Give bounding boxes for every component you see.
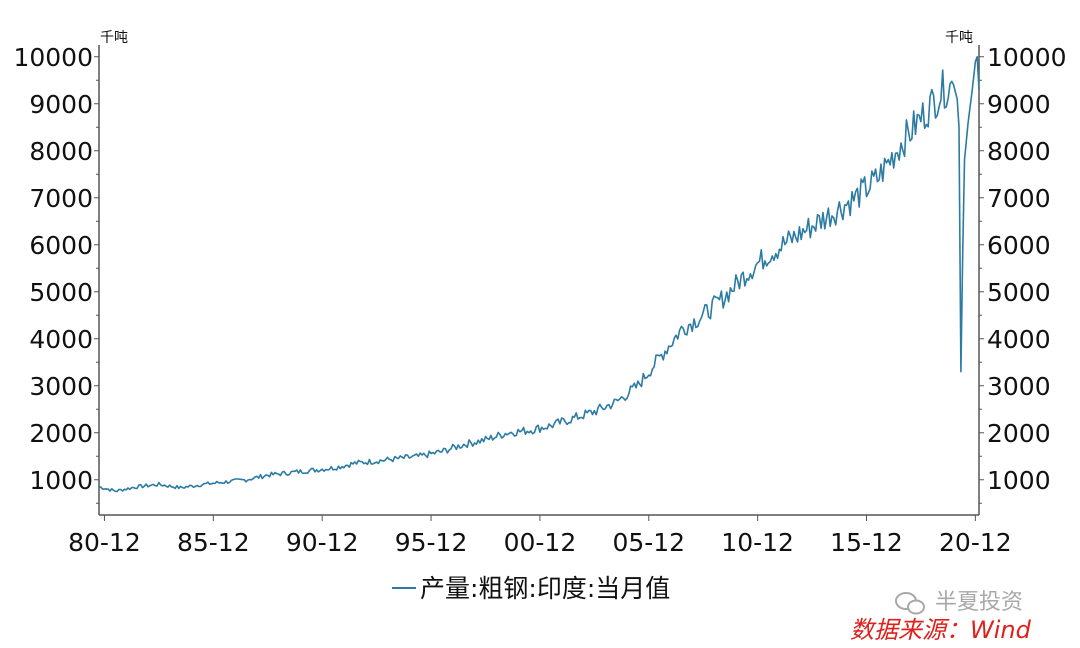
y-tick-label: 4000 bbox=[987, 325, 1051, 354]
y-tick-label: 6000 bbox=[987, 231, 1051, 260]
y-tick-label: 5000 bbox=[987, 278, 1051, 307]
x-tick-label: 90-12 bbox=[286, 528, 359, 557]
series-layer bbox=[99, 57, 979, 492]
y-tick-label: 7000 bbox=[29, 184, 93, 213]
watermark: 半夏投资 bbox=[896, 590, 1023, 615]
x-tick-label: 80-12 bbox=[68, 528, 141, 557]
y-tick-label: 5000 bbox=[29, 278, 93, 307]
y-tick-label: 4000 bbox=[29, 325, 93, 354]
y-tick-label: 1000 bbox=[29, 466, 93, 495]
y-tick-label: 10000 bbox=[987, 43, 1067, 72]
x-tick-labels: 80-12 85-12 90-12 95-12 00-12 05-12 10-12 15-12… bbox=[68, 528, 1012, 557]
axes bbox=[94, 45, 984, 521]
y-tick-label: 9000 bbox=[29, 90, 93, 119]
y-tick-label: 8000 bbox=[987, 137, 1051, 166]
y-tick-label: 2000 bbox=[987, 419, 1051, 448]
y-tick-label: 10000 bbox=[13, 43, 93, 72]
y-tick-label: 3000 bbox=[29, 372, 93, 401]
y-tick-label: 1000 bbox=[987, 466, 1051, 495]
left-unit-label: 千吨 bbox=[100, 30, 128, 46]
x-tick-label: 15-12 bbox=[830, 528, 903, 557]
y-tick-label: 2000 bbox=[29, 419, 93, 448]
x-tick-label: 95-12 bbox=[395, 528, 468, 557]
right-y-tick-labels: 1000 2000 3000 4000 5000 6000 7000 8000 9000 1000… bbox=[987, 43, 1067, 495]
y-tick-label: 3000 bbox=[987, 372, 1051, 401]
x-tick-label: 00-12 bbox=[504, 528, 577, 557]
series-line bbox=[99, 57, 979, 492]
y-tick-label: 7000 bbox=[987, 184, 1051, 213]
y-tick-label: 9000 bbox=[987, 90, 1051, 119]
left-y-tick-labels: 1000 2000 3000 4000 5000 6000 7000 8000 9000 1000… bbox=[13, 43, 93, 495]
wechat-icon bbox=[896, 593, 924, 614]
x-tick-label: 05-12 bbox=[612, 528, 685, 557]
source-note: 数据来源：Wind bbox=[850, 616, 1032, 644]
y-tick-label: 8000 bbox=[29, 137, 93, 166]
legend: 产量:粗钢:印度:当月值 bbox=[392, 574, 670, 603]
watermark-text: 半夏投资 bbox=[935, 590, 1023, 615]
legend-label: 产量:粗钢:印度:当月值 bbox=[420, 574, 670, 603]
x-tick-label: 20-12 bbox=[939, 528, 1012, 557]
x-tick-label: 10-12 bbox=[721, 528, 794, 557]
x-tick-label: 85-12 bbox=[177, 528, 250, 557]
y-tick-label: 6000 bbox=[29, 231, 93, 260]
right-unit-label: 千吨 bbox=[945, 30, 973, 46]
